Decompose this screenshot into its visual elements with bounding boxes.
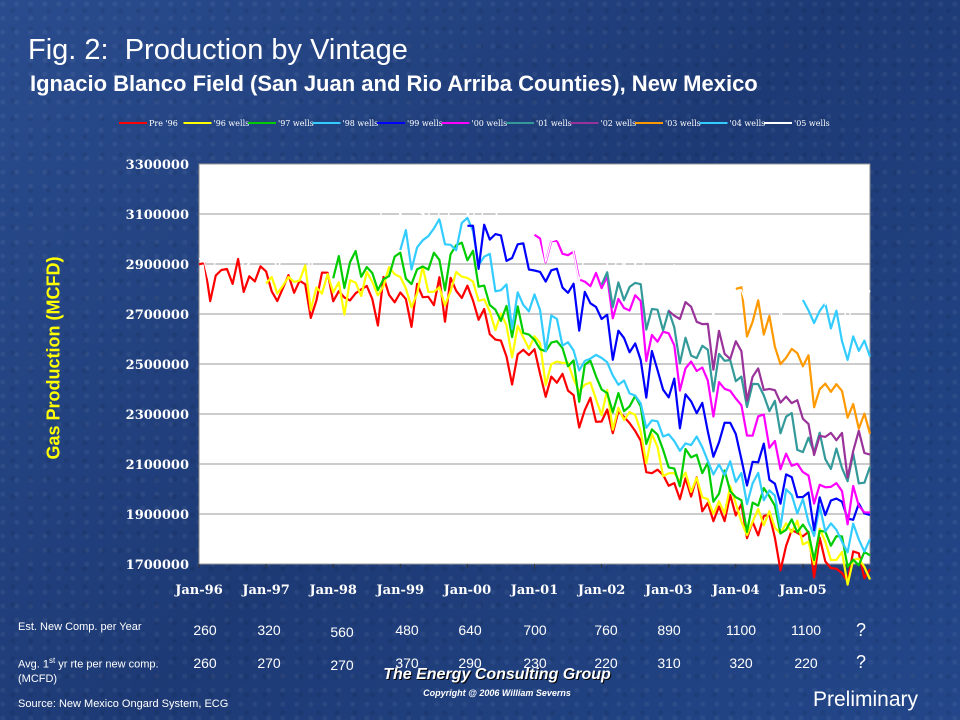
row2-label: Avg. 1st yr rte per new comp. (MCFD) xyxy=(18,656,159,685)
row2-value: 220 xyxy=(594,655,618,671)
series-line xyxy=(801,299,872,361)
series-line xyxy=(533,233,871,526)
row1-value: 1100 xyxy=(790,622,822,638)
legend-label: '01 wells xyxy=(536,119,572,128)
series-line xyxy=(198,257,871,583)
series-line xyxy=(735,286,872,435)
series-line xyxy=(600,271,872,485)
row1-unknown: ? xyxy=(856,620,867,640)
legend-label: '96 wells xyxy=(214,119,250,128)
y-tick-label: 2700000 xyxy=(126,308,189,323)
series-line xyxy=(332,241,871,568)
x-tick-label: Jan-97 xyxy=(241,583,290,598)
legend-label: '97 wells xyxy=(278,119,314,128)
row1-value: 760 xyxy=(594,622,618,638)
series-line xyxy=(198,186,871,333)
y-tick-label: 2300000 xyxy=(126,408,189,423)
row2-value: 310 xyxy=(657,655,681,671)
row1-value: 890 xyxy=(657,622,681,638)
legend-label: '98 wells xyxy=(343,119,379,128)
legend-label: '99 wells xyxy=(407,119,443,128)
x-tick-label: Jan-05 xyxy=(778,583,827,598)
row2-value: 260 xyxy=(193,655,217,671)
row1-value: 480 xyxy=(395,622,419,638)
row1-value: 320 xyxy=(257,622,281,638)
row2-unknown: ? xyxy=(856,652,867,672)
y-tick-label: 2900000 xyxy=(126,258,189,273)
copyright: Copyright @ 2006 William Severns xyxy=(423,688,571,698)
row1-value: 700 xyxy=(523,622,547,638)
legend-label: '00 wells xyxy=(472,119,508,128)
legend-label: '04 wells xyxy=(730,119,766,128)
series-line xyxy=(467,223,871,532)
x-tick-label: Jan-96 xyxy=(174,583,223,598)
x-tick-label: Jan-04 xyxy=(711,583,760,598)
row1-value: 260 xyxy=(193,622,217,638)
row1-value: 1100 xyxy=(725,622,757,638)
company-name: The Energy Consulting Group xyxy=(383,666,611,683)
x-tick-label: Jan-98 xyxy=(308,583,357,598)
x-tick-label: Jan-03 xyxy=(644,583,693,598)
row2-value: 270 xyxy=(257,655,281,671)
row1-label: Est. New Comp. per Year xyxy=(18,621,142,633)
y-tick-label: 3100000 xyxy=(126,208,189,223)
y-tick-label: 2500000 xyxy=(126,358,189,373)
production-chart: 1700000 1900000 2100000 2300000 2500000 27000… xyxy=(119,119,872,598)
series-line xyxy=(667,301,871,479)
row2-value: 320 xyxy=(729,655,753,671)
x-tick-label: Jan-01 xyxy=(510,583,559,598)
x-tick-label: Jan-99 xyxy=(376,583,425,598)
figure-title: Fig. 2: Production by Vintage xyxy=(28,34,408,66)
row1-value: 640 xyxy=(458,622,482,638)
figure-subtitle: Ignacio Blanco Field (San Juan and Rio A… xyxy=(30,71,758,96)
y-tick-label: 3300000 xyxy=(126,158,189,173)
legend-label: '03 wells xyxy=(665,119,701,128)
source-note: Source: New Mexico Ongard System, ECG xyxy=(18,698,229,710)
x-tick-label: Jan-02 xyxy=(577,583,626,598)
y-tick-label: 2100000 xyxy=(126,458,189,473)
x-tick-label: Jan-00 xyxy=(443,583,492,598)
row2-value: 230 xyxy=(523,655,547,671)
y-tick-label: 1700000 xyxy=(126,558,189,573)
row2-value: 220 xyxy=(794,655,818,671)
legend-label: Pre '96 xyxy=(149,119,178,128)
y-tick-label: 1900000 xyxy=(126,508,189,523)
legend-label: '05 wells xyxy=(794,119,830,128)
preliminary-label: Preliminary xyxy=(812,688,918,711)
row2-value: 290 xyxy=(458,655,482,671)
row2-value: 270 xyxy=(330,657,354,673)
row2-value: 370 xyxy=(395,655,419,671)
legend-label: '02 wells xyxy=(601,119,637,128)
row1-value: 560 xyxy=(330,624,354,640)
